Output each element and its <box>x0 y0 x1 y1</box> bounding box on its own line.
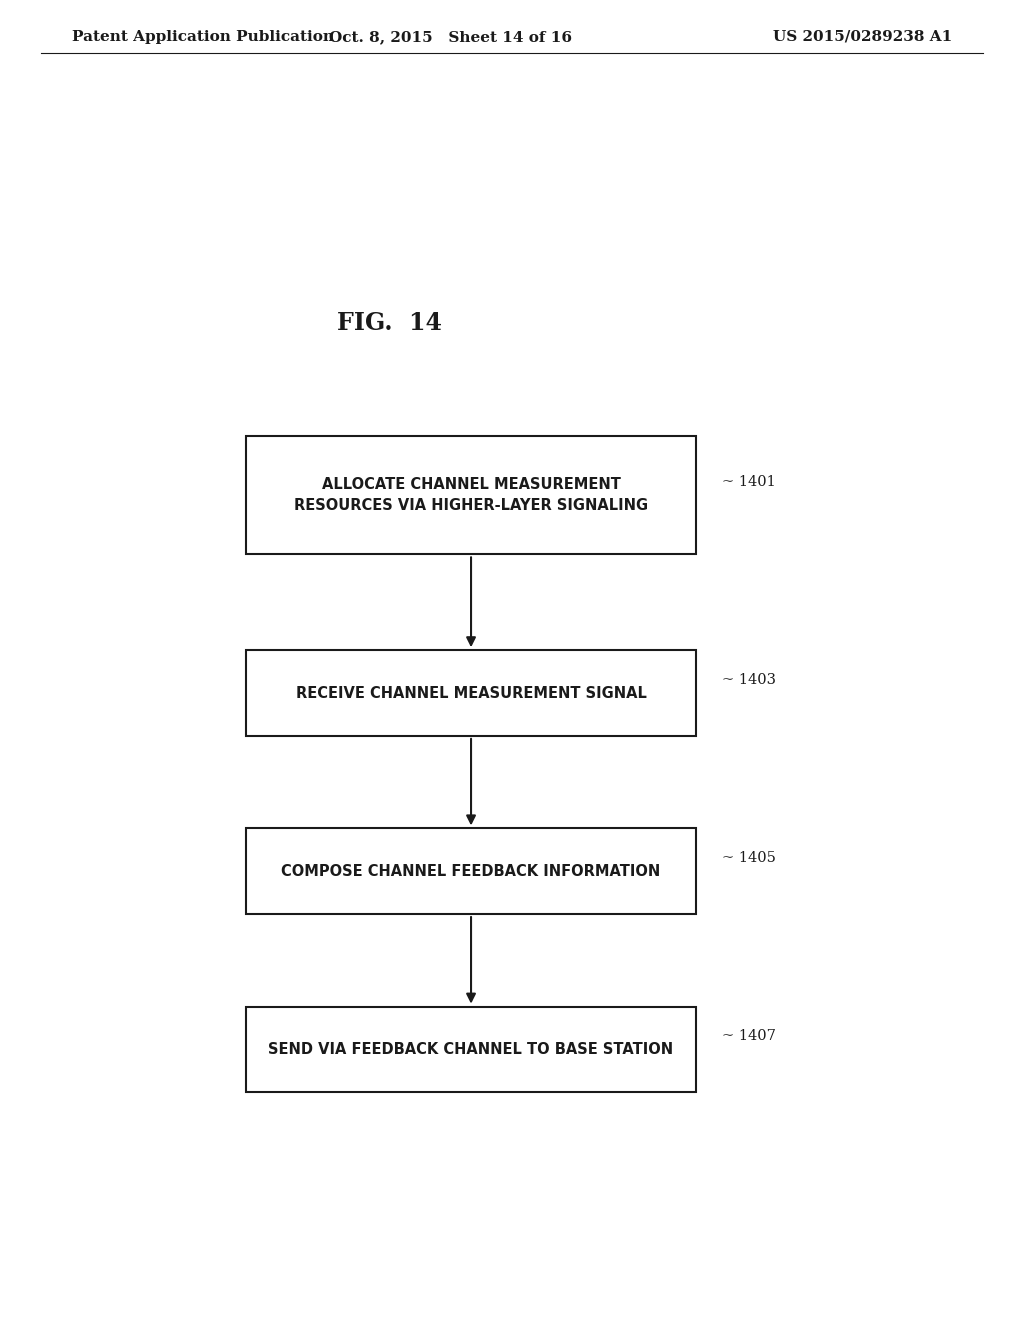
Bar <box>246 436 696 554</box>
Text: Patent Application Publication: Patent Application Publication <box>72 30 334 44</box>
Text: ~ 1405: ~ 1405 <box>722 851 776 865</box>
Text: Oct. 8, 2015   Sheet 14 of 16: Oct. 8, 2015 Sheet 14 of 16 <box>329 30 572 44</box>
Text: ~ 1403: ~ 1403 <box>722 673 776 686</box>
Text: FIG.  14: FIG. 14 <box>337 312 441 335</box>
Bar <box>246 829 696 913</box>
Text: US 2015/0289238 A1: US 2015/0289238 A1 <box>773 30 952 44</box>
Text: RECEIVE CHANNEL MEASUREMENT SIGNAL: RECEIVE CHANNEL MEASUREMENT SIGNAL <box>296 685 646 701</box>
Text: ~ 1407: ~ 1407 <box>722 1030 776 1043</box>
Text: COMPOSE CHANNEL FEEDBACK INFORMATION: COMPOSE CHANNEL FEEDBACK INFORMATION <box>282 863 660 879</box>
Bar <box>246 649 696 737</box>
Text: ALLOCATE CHANNEL MEASUREMENT
RESOURCES VIA HIGHER-LAYER SIGNALING: ALLOCATE CHANNEL MEASUREMENT RESOURCES V… <box>294 477 648 513</box>
Text: SEND VIA FEEDBACK CHANNEL TO BASE STATION: SEND VIA FEEDBACK CHANNEL TO BASE STATIO… <box>268 1041 674 1057</box>
Text: ~ 1401: ~ 1401 <box>722 475 775 488</box>
Bar <box>246 1006 696 1093</box>
